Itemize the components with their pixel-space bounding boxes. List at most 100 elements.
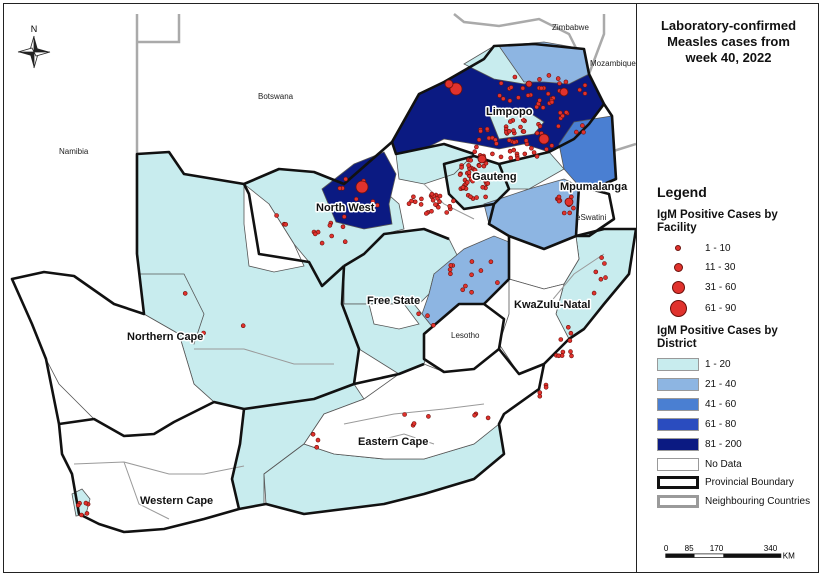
facility-case-point — [437, 199, 442, 204]
facility-case-point — [508, 85, 514, 90]
facility-case-point — [537, 124, 543, 129]
facility-case-point-large — [355, 180, 369, 194]
facility-case-point — [546, 73, 552, 78]
facility-case-point — [580, 123, 585, 128]
legend-facility-label: 31 - 60 — [705, 281, 737, 293]
label-northern-cape: Northern Cape — [127, 331, 203, 343]
facility-case-point — [341, 214, 347, 219]
facility-case-point — [459, 165, 464, 170]
facility-case-point — [426, 414, 431, 419]
facility-case-point — [402, 412, 407, 417]
facility-case-point — [569, 353, 574, 359]
district-swatch — [657, 417, 699, 431]
map-title: Laboratory-confirmed Measles cases from … — [637, 18, 820, 66]
facility-case-point — [433, 202, 438, 207]
facility-case-point — [549, 99, 555, 105]
facility-case-point — [476, 137, 482, 142]
facility-case-point — [480, 185, 486, 190]
label-botswana: Botswana — [258, 92, 294, 101]
facility-case-point — [537, 390, 543, 395]
boundary-lim-mpu — [498, 103, 606, 166]
facility-case-point — [557, 110, 563, 116]
facility-case-point — [468, 194, 473, 200]
title-line-3: week 40, 2022 — [685, 50, 772, 65]
facility-case-point — [522, 151, 528, 157]
facility-case-point — [429, 209, 434, 214]
facility-case-point — [319, 240, 325, 246]
facility-case-point — [485, 181, 491, 186]
facility-case-point — [474, 195, 479, 200]
legend-district-row: 41 - 60 — [657, 396, 736, 412]
facility-case-point — [565, 324, 571, 330]
facility-case-point — [406, 201, 412, 206]
facility-case-point — [544, 147, 549, 152]
scale-unit: KM — [783, 551, 795, 560]
facility-case-point — [582, 83, 588, 88]
legend-district-title: IgM Positive Cases by District — [657, 325, 778, 350]
north-arrow-tip — [34, 36, 38, 52]
facility-case-point-large — [564, 197, 574, 207]
facility-case-point — [370, 206, 376, 212]
facility-case-point-large — [444, 79, 454, 89]
district-free-state-white — [368, 303, 420, 330]
facility-dot-large-icon — [671, 280, 685, 294]
province-labels: Limpopo Gauteng Mpumalanga North West Fr… — [126, 105, 630, 509]
facility-case-point — [447, 204, 453, 209]
facility-case-point — [556, 123, 561, 129]
facility-case-point — [466, 163, 471, 168]
facility-case-point — [201, 330, 206, 336]
facility-dot-small-icon — [675, 245, 681, 251]
boundary-nc-nw — [242, 183, 345, 288]
facility-case-point — [472, 149, 478, 154]
facility-dot-medium-icon — [673, 262, 683, 272]
facility-case-point — [353, 196, 359, 202]
facility-case-point — [508, 155, 514, 161]
facility-case-point-large — [477, 154, 487, 164]
facility-case-point — [506, 138, 512, 143]
facility-case-point — [466, 170, 472, 175]
facility-case-point — [520, 117, 526, 123]
facility-case-point — [488, 259, 494, 265]
facility-case-point — [537, 98, 542, 103]
facility-case-point — [418, 202, 424, 207]
boundary-kzn-ec — [497, 348, 545, 376]
facility-case-point — [435, 204, 441, 210]
facility-case-point — [469, 259, 475, 264]
facility-case-point — [470, 178, 476, 184]
facility-case-point — [83, 500, 89, 506]
legend-district-row: 21 - 40 — [657, 376, 736, 392]
facility-case-point — [545, 91, 551, 97]
facility-case-point — [558, 337, 564, 342]
facility-case-point — [359, 204, 365, 209]
facility-case-point — [448, 263, 454, 268]
facility-case-point — [518, 124, 523, 130]
facility-case-point — [556, 194, 562, 200]
label-mozambique: Mozambique — [590, 59, 636, 68]
label-mpumalanga: Mpumalanga — [560, 181, 628, 193]
facility-case-point — [490, 151, 495, 157]
legend-facility-row: 31 - 60 — [657, 279, 736, 295]
facility-case-point — [497, 93, 502, 98]
facility-case-point — [337, 186, 343, 191]
facility-case-point — [342, 239, 348, 244]
facility-case-point-large — [538, 133, 550, 145]
legend-facility-label: 11 - 30 — [705, 261, 736, 273]
facility-case-point — [430, 197, 436, 203]
facility-case-point — [568, 330, 574, 336]
legend-district-label: 81 - 200 — [705, 438, 742, 450]
scale-bar: 0 85 170 340 KM — [664, 544, 795, 560]
facility-case-point — [485, 415, 491, 421]
north-arrow: N — [17, 24, 51, 69]
legend-facility-row: 1 - 10 — [657, 240, 731, 256]
facility-case-points — [75, 73, 608, 518]
facility-case-point — [472, 167, 478, 173]
facility-case-point — [577, 87, 583, 93]
legend-district-row: 61 - 80 — [657, 416, 736, 432]
facility-case-point — [591, 290, 597, 296]
legend-heading: Legend — [657, 184, 707, 200]
label-namibia: Namibia — [59, 147, 89, 156]
zimbabwe-border — [453, 13, 591, 75]
facility-case-point — [343, 176, 349, 182]
facility-case-point — [327, 223, 333, 228]
legend-provincial-boundary-row: Provincial Boundary — [657, 474, 794, 490]
